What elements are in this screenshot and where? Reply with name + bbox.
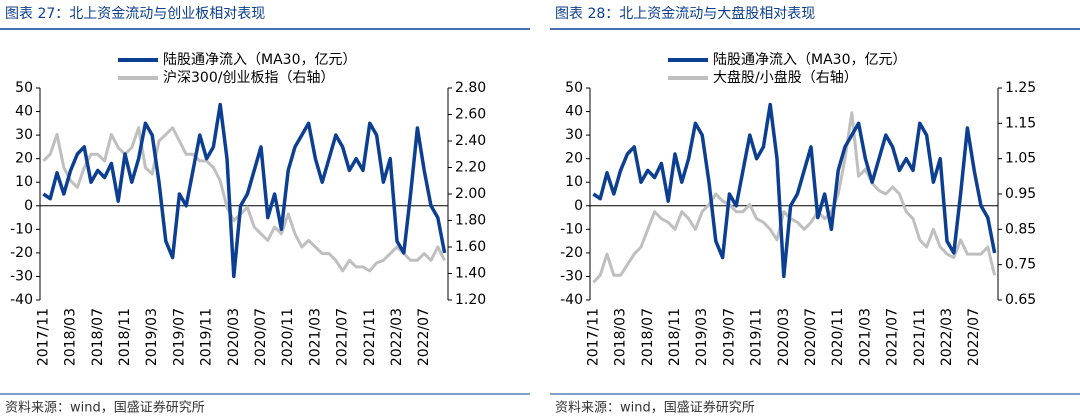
y-tick-label: 20 bbox=[15, 151, 33, 167]
y2-tick-label: 1.40 bbox=[455, 266, 486, 282]
x-tick-label: 2018/11 bbox=[667, 308, 683, 366]
series-line bbox=[592, 111, 997, 284]
legend-label: 大盘股/小盘股（右轴） bbox=[713, 69, 858, 86]
y2-tick-label: 1.05 bbox=[1005, 151, 1036, 167]
source: 资料来源：wind，国盛证券研究所 bbox=[5, 400, 205, 416]
chart-title: 图表 28：北上资金流动与大盘股相对表现 bbox=[555, 5, 815, 22]
x-tick-label: 2020/07 bbox=[803, 308, 819, 366]
y-tick-label: 0 bbox=[24, 198, 33, 214]
x-tick-label: 2017/11 bbox=[585, 308, 601, 366]
y-tick-label: -30 bbox=[560, 268, 583, 284]
y-tick-label: -40 bbox=[10, 292, 33, 308]
y-tick-label: -10 bbox=[10, 221, 33, 237]
x-tick-label: 2021/07 bbox=[885, 308, 901, 366]
y-tick-label: -10 bbox=[560, 221, 583, 237]
x-tick-label: 2019/11 bbox=[749, 308, 765, 366]
x-tick-label: 2019/11 bbox=[199, 308, 215, 366]
x-tick-label: 2019/03 bbox=[694, 308, 710, 366]
chart-title: 图表 27：北上资金流动与创业板相对表现 bbox=[5, 6, 265, 22]
y2-tick-label: 2.60 bbox=[455, 107, 486, 123]
y2-tick-label: 0.95 bbox=[1005, 186, 1036, 202]
x-tick-label: 2018/07 bbox=[640, 308, 656, 366]
y-tick-label: 20 bbox=[565, 151, 583, 167]
series-line bbox=[592, 102, 997, 279]
y-tick-label: 30 bbox=[15, 127, 33, 143]
y2-tick-label: 0.65 bbox=[1005, 292, 1036, 308]
y2-tick-label: 2.00 bbox=[455, 186, 486, 202]
x-tick-label: 2022/03 bbox=[939, 308, 955, 366]
y2-tick-label: 2.20 bbox=[455, 160, 486, 176]
x-tick-label: 2017/11 bbox=[35, 308, 51, 366]
y-tick-label: 10 bbox=[15, 174, 33, 190]
y-tick-label: -20 bbox=[10, 245, 33, 261]
x-tick-label: 2019/03 bbox=[144, 308, 160, 366]
x-tick-label: 2021/07 bbox=[335, 308, 351, 366]
x-tick-label: 2021/03 bbox=[857, 308, 873, 366]
y-tick-label: 40 bbox=[565, 104, 583, 120]
y2-tick-label: 0.75 bbox=[1005, 257, 1036, 273]
legend-label: 陆股通净流入（MA30，亿元） bbox=[163, 52, 356, 68]
legend-label: 陆股通净流入（MA30，亿元） bbox=[713, 52, 906, 68]
y-tick-label: -40 bbox=[560, 292, 583, 308]
x-tick-label: 2018/03 bbox=[613, 308, 629, 366]
y-tick-label: 50 bbox=[15, 80, 33, 96]
x-tick-label: 2018/07 bbox=[90, 308, 106, 366]
x-tick-label: 2018/03 bbox=[63, 308, 79, 366]
x-tick-label: 2020/07 bbox=[253, 308, 269, 366]
x-tick-label: 2019/07 bbox=[171, 308, 187, 366]
x-tick-label: 2022/03 bbox=[389, 308, 405, 366]
y-tick-label: -30 bbox=[10, 268, 33, 284]
x-tick-label: 2020/03 bbox=[226, 308, 242, 366]
y2-tick-label: 0.85 bbox=[1005, 221, 1036, 237]
x-tick-label: 2021/11 bbox=[362, 308, 378, 366]
x-tick-label: 2022/07 bbox=[966, 308, 982, 366]
y2-tick-label: 1.60 bbox=[455, 239, 486, 255]
x-tick-label: 2021/03 bbox=[307, 308, 323, 366]
y-tick-label: 50 bbox=[565, 80, 583, 96]
x-tick-label: 2020/11 bbox=[280, 308, 296, 366]
x-tick-label: 2022/07 bbox=[416, 308, 432, 366]
y-tick-label: 10 bbox=[565, 174, 583, 190]
x-tick-label: 2018/11 bbox=[117, 308, 133, 366]
y2-tick-label: 2.40 bbox=[455, 133, 486, 149]
y2-tick-label: 1.20 bbox=[455, 292, 486, 308]
y-tick-label: 30 bbox=[565, 127, 583, 143]
y2-tick-label: 1.15 bbox=[1005, 115, 1036, 131]
y2-tick-label: 2.80 bbox=[455, 80, 486, 96]
y-tick-label: 40 bbox=[15, 104, 33, 120]
y2-tick-label: 1.25 bbox=[1005, 80, 1036, 96]
x-tick-label: 2020/11 bbox=[830, 308, 846, 366]
source: 资料来源：wind，国盛证券研究所 bbox=[555, 400, 755, 416]
y-tick-label: -20 bbox=[560, 245, 583, 261]
series-line bbox=[42, 102, 447, 279]
x-tick-label: 2020/03 bbox=[776, 308, 792, 366]
x-tick-label: 2019/07 bbox=[721, 308, 737, 366]
x-tick-label: 2021/11 bbox=[912, 308, 928, 366]
legend-label: 沪深300/创业板指（右轴） bbox=[163, 70, 334, 86]
y-tick-label: 0 bbox=[574, 198, 583, 214]
series-line bbox=[42, 126, 446, 273]
y2-tick-label: 1.80 bbox=[455, 213, 486, 229]
